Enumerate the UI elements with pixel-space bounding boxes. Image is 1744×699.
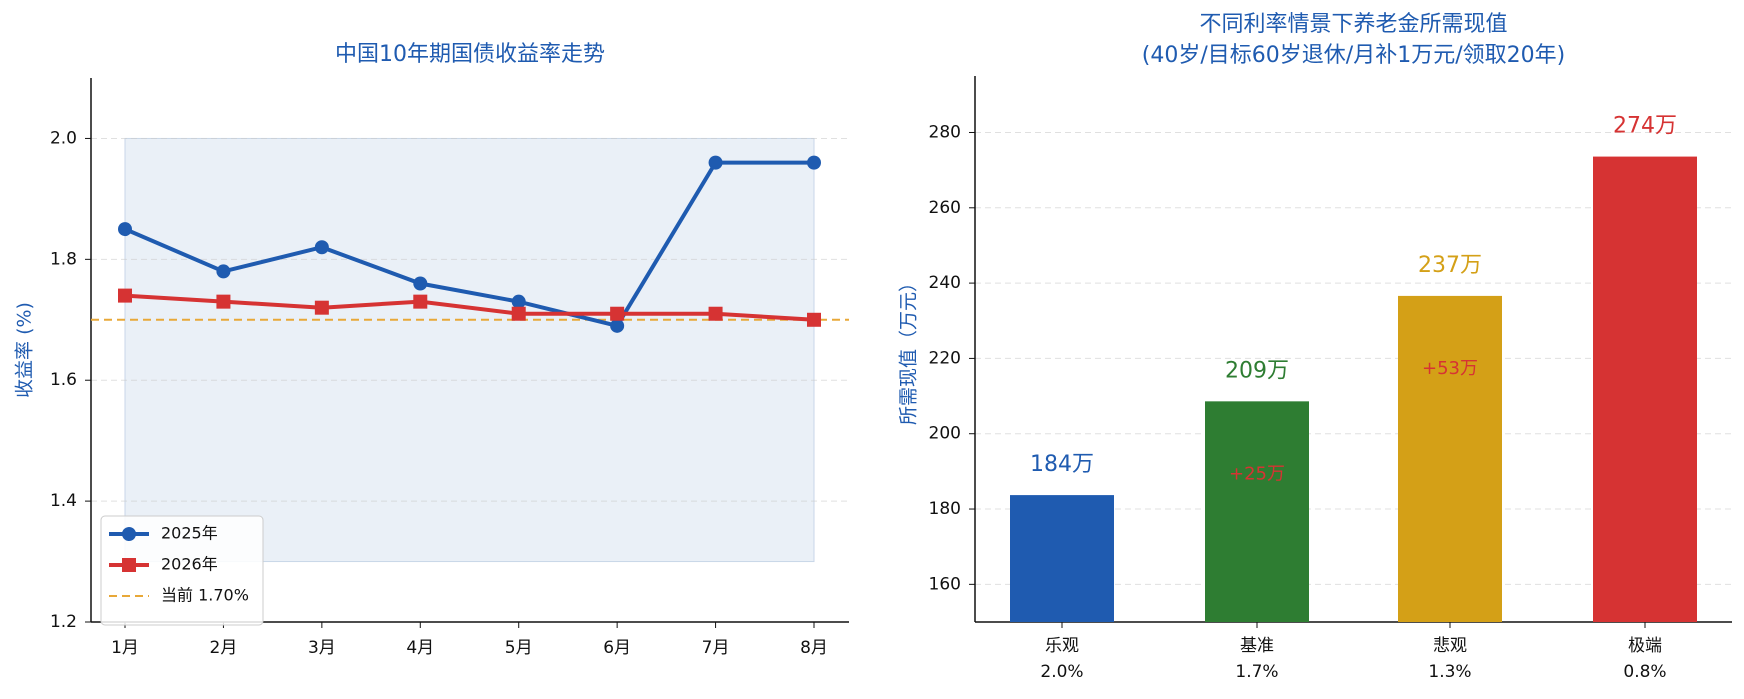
legend-marker — [122, 558, 136, 572]
x-tick-sublabel: 2.0% — [1040, 662, 1083, 682]
value-label: 209万 — [1225, 358, 1289, 383]
point — [511, 306, 526, 321]
bar — [1398, 295, 1502, 622]
bar — [1593, 156, 1697, 622]
legend-label: 当前 1.70% — [161, 586, 249, 605]
point — [314, 300, 329, 315]
point — [610, 306, 625, 321]
chart-title: 不同利率情景下养老金所需现值 — [1199, 12, 1507, 37]
x-tick-label: 7月 — [702, 638, 730, 658]
point — [118, 288, 132, 303]
x-tick-label: 8月 — [800, 638, 828, 658]
x-tick-label: 5月 — [505, 638, 533, 658]
x-tick-sublabel: 0.8% — [1623, 662, 1666, 682]
x-tick-label: 1月 — [111, 638, 139, 658]
point — [708, 306, 723, 321]
y-tick-label: 180 — [929, 499, 961, 519]
x-tick-label: 2月 — [210, 638, 238, 658]
bar — [1205, 401, 1309, 622]
legend-label: 2026年 — [161, 555, 218, 574]
series-line — [124, 160, 814, 329]
x-tick-label: 基准 — [1240, 636, 1274, 656]
y-tick-label: 160 — [929, 574, 961, 594]
y-tick-label: 280 — [929, 122, 961, 142]
legend-box — [100, 515, 264, 626]
x-tick-sublabel: 1.7% — [1235, 662, 1278, 682]
legend-label: 2025年 — [161, 524, 218, 543]
series-line — [124, 293, 815, 322]
value-label: 184万 — [1030, 452, 1094, 477]
point — [511, 294, 526, 309]
y-tick-label: 1.4 — [50, 491, 77, 511]
x-tick-label: 6月 — [603, 638, 631, 658]
point — [708, 155, 723, 170]
legend-marker — [122, 527, 136, 541]
point — [118, 222, 132, 237]
y-tick-label: 1.6 — [50, 370, 77, 390]
y-tick-label: 200 — [929, 424, 961, 444]
point — [216, 294, 231, 309]
y-tick-label: 220 — [929, 348, 961, 368]
point — [413, 294, 428, 309]
y-tick-label: 2.0 — [50, 128, 77, 148]
x-tick-label: 悲观 — [1433, 636, 1467, 656]
y-tick-label: 240 — [929, 273, 961, 293]
value-label: 274万 — [1613, 114, 1677, 139]
x-tick-label: 极端 — [1628, 636, 1662, 656]
value-label: 237万 — [1418, 253, 1482, 278]
x-tick-label: 4月 — [406, 638, 434, 658]
x-tick-label: 乐观 — [1045, 636, 1079, 656]
point — [807, 155, 821, 170]
chart-title: 中国10年期国债收益率走势 — [335, 42, 605, 67]
bar — [1010, 495, 1114, 622]
point — [413, 276, 428, 291]
diff-label: +25万 — [1229, 463, 1285, 484]
chart-title: (40岁/目标60岁退休/月补1万元/领取20年) — [1142, 43, 1565, 68]
y-tick-label: 1.8 — [50, 249, 77, 269]
y-axis-label: 所需现值（万元） — [898, 273, 920, 425]
x-tick-sublabel: 1.3% — [1428, 662, 1471, 682]
x-tick-label: 3月 — [308, 638, 336, 658]
point — [216, 264, 231, 279]
shaded-range — [124, 137, 815, 563]
y-tick-label: 260 — [929, 198, 961, 218]
y-axis-label: 收益率 (%) — [14, 302, 36, 398]
point — [610, 318, 625, 333]
y-tick-label: 1.2 — [50, 612, 77, 632]
point — [314, 240, 329, 255]
point — [807, 312, 821, 327]
diff-label: +53万 — [1422, 358, 1478, 379]
